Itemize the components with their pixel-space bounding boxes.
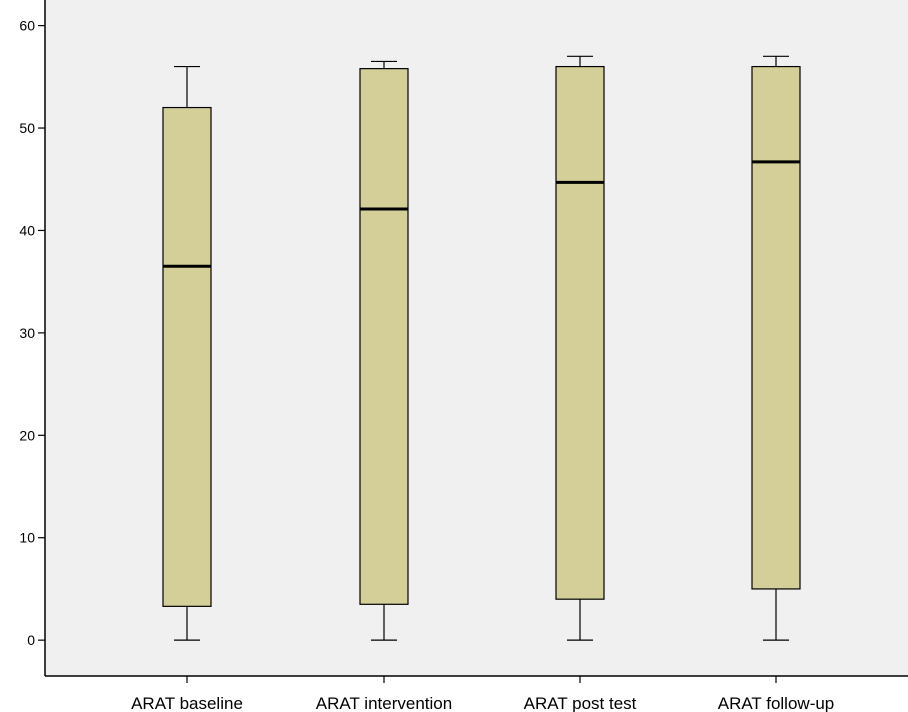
x-axis: ARAT baseline ARAT intervention ARAT post … [45,675,908,712]
y-tick-label: 60 [19,18,35,34]
x-tick-label: ARAT post test [524,694,637,712]
x-tick-label: ARAT intervention [316,694,452,712]
y-tick-label: 10 [19,530,35,546]
y-tick-label: 20 [19,427,35,443]
y-axis: 0 10 20 30 40 50 60 [19,0,46,676]
x-tick-label: ARAT baseline [131,694,243,712]
iqr-box [162,106,212,607]
box-plot-item [555,55,605,641]
iqr-box [555,65,605,600]
x-tick-label: ARAT follow-up [718,694,835,712]
iqr-box [359,68,409,605]
box-plot-item [162,65,212,641]
box-plot-item [359,60,409,641]
box-series [162,55,801,641]
y-tick-label: 30 [19,325,35,341]
y-tick-label: 50 [19,120,35,136]
y-tick-label: 40 [19,222,35,238]
iqr-box [751,65,801,590]
box-plot-item [751,55,801,641]
y-tick-label: 0 [27,632,35,648]
